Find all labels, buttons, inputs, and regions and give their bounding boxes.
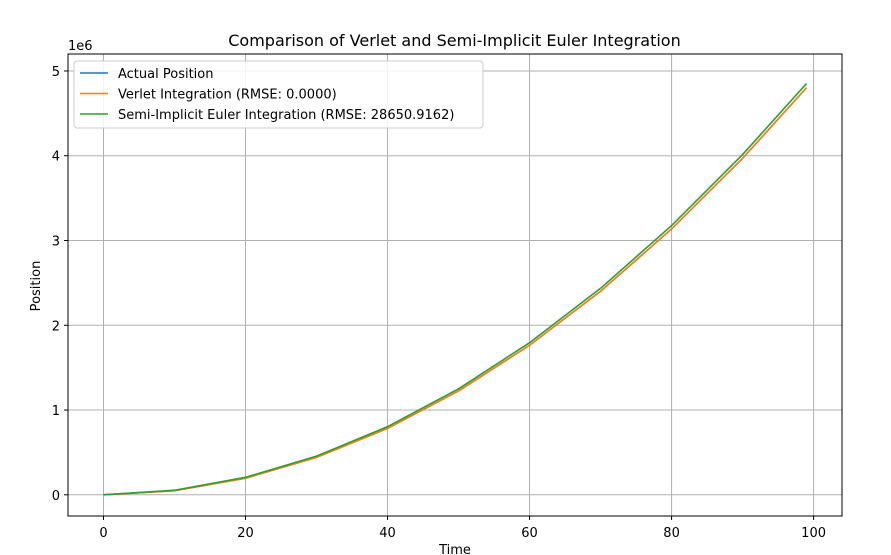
x-tick-label: 20 [237,526,254,541]
y-tick-label: 1 [52,404,60,419]
x-tick-label: 100 [801,526,826,541]
x-axis: 0 20 40 60 80 100 [99,516,826,541]
x-tick-label: 40 [379,526,396,541]
plot-frame [67,53,843,517]
x-tick-label: 80 [663,526,680,541]
series-layer [103,83,808,496]
y-tick-label: 2 [52,319,60,334]
legend-label: Verlet Integration (RMSE: 0.0000) [118,88,337,103]
chart-title: Comparison of Verlet and Semi-Implicit E… [228,31,680,50]
x-axis-label: Time [438,543,471,555]
legend-box [73,60,484,129]
y-axis: 0 1 2 3 4 5 [52,65,68,504]
legend-label: Semi-Implicit Euler Integration (RMSE: 2… [118,108,454,123]
series-line-2 [103,83,808,496]
y-offset-label: 1e6 [68,39,93,54]
y-tick-label: 3 [52,234,60,249]
x-tick-label: 60 [521,526,538,541]
y-tick-label: 4 [52,150,60,165]
legend-label: Actual Position [118,67,213,82]
y-axis-label: Position [29,261,44,312]
legend: Actual Position Verlet Integration (RMSE:… [73,60,484,129]
series-line-1 [103,87,808,496]
series-line-0 [103,87,808,496]
x-tick-label: 0 [99,526,107,541]
y-tick-label: 5 [52,65,60,80]
y-tick-label: 0 [52,489,60,504]
